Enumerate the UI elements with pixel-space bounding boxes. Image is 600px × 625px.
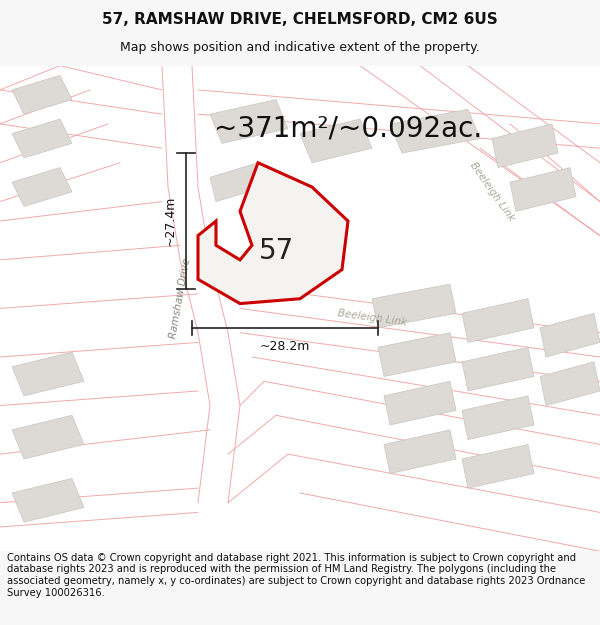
Polygon shape [372,284,456,328]
Polygon shape [210,99,288,143]
Polygon shape [540,362,600,406]
Polygon shape [12,76,72,114]
Polygon shape [510,168,576,211]
Polygon shape [12,478,84,522]
Polygon shape [198,162,348,304]
Polygon shape [540,313,600,357]
Text: ~371m²/~0.092ac.: ~371m²/~0.092ac. [214,115,482,142]
Text: Beeleigh Link: Beeleigh Link [468,161,516,223]
Text: Map shows position and indicative extent of the property.: Map shows position and indicative extent… [120,41,480,54]
Polygon shape [390,109,480,153]
Polygon shape [384,381,456,425]
Polygon shape [12,352,84,396]
Text: 57, RAMSHAW DRIVE, CHELMSFORD, CM2 6US: 57, RAMSHAW DRIVE, CHELMSFORD, CM2 6US [102,12,498,27]
Text: Ramshaw Drive: Ramshaw Drive [168,258,192,340]
Polygon shape [492,124,558,168]
Polygon shape [210,162,264,202]
Text: Contains OS data © Crown copyright and database right 2021. This information is : Contains OS data © Crown copyright and d… [7,552,586,598]
Polygon shape [12,415,84,459]
Polygon shape [300,119,372,162]
Text: Beeleigh Link: Beeleigh Link [337,308,407,328]
Polygon shape [12,168,72,206]
Text: 57: 57 [259,238,294,265]
Polygon shape [462,396,534,439]
Text: ~27.4m: ~27.4m [164,196,177,246]
Polygon shape [384,430,456,474]
Polygon shape [462,444,534,488]
Polygon shape [378,332,456,376]
Polygon shape [462,299,534,343]
Text: ~28.2m: ~28.2m [260,340,310,353]
Polygon shape [12,119,72,158]
Polygon shape [462,348,534,391]
